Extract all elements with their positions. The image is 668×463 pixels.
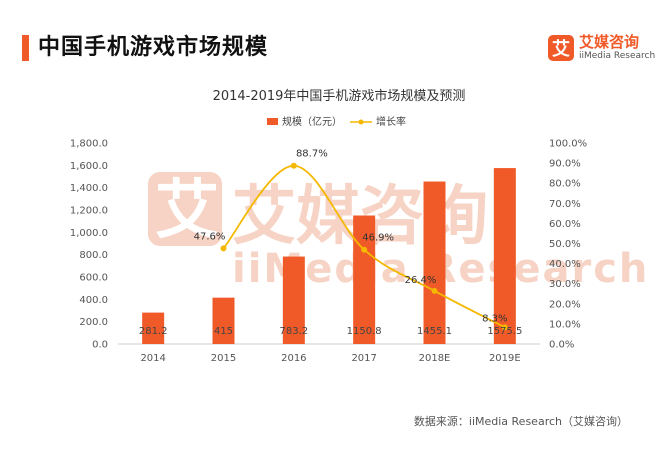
y-left-tick-label: 1,400.0 (70, 183, 108, 194)
y-left-tick-label: 600.0 (79, 273, 108, 284)
y-left-tick-label: 200.0 (79, 317, 108, 328)
y-right-tick-label: 80.0% (549, 179, 581, 190)
y-left-tick-label: 1,000.0 (70, 228, 108, 239)
bar-value-label: 1150.8 (347, 326, 382, 337)
bar (493, 168, 516, 344)
y-left-tick-label: 1,200.0 (70, 206, 108, 217)
bar (212, 297, 235, 344)
y-right-tick-label: 10.0% (549, 319, 581, 330)
growth-point (361, 246, 368, 253)
y-right-tick-label: 30.0% (549, 279, 581, 290)
bar (142, 312, 165, 344)
growth-value-label: 46.9% (362, 233, 394, 244)
y-right-tick-label: 100.0% (549, 139, 587, 150)
source-note: 数据来源：iiMedia Research（艾媒咨询） (413, 415, 628, 428)
growth-point (431, 287, 438, 294)
y-right-tick-label: 0.0% (549, 340, 574, 351)
y-left-tick-label: 1,800.0 (70, 139, 108, 150)
y-right-tick-label: 20.0% (549, 299, 581, 310)
legend: 规模（亿元） 增长率 (267, 115, 406, 128)
growth-value-label: 47.6% (194, 231, 226, 242)
bar (282, 256, 305, 344)
x-tick-label: 2018E (419, 353, 451, 364)
y-left-tick-label: 1,600.0 (70, 161, 108, 172)
logo-name-en: iiMedia Research (579, 51, 656, 61)
y-axis-left: 0.0 200.0 400.0 600.0 800.0 1,000.0 1,200.0 1,4… (70, 139, 108, 351)
page-title: 中国手机游戏市场规模 (38, 35, 269, 60)
growth-point (220, 245, 227, 252)
growth-point (501, 324, 508, 331)
x-axis: 2014 2015 2016 2017 2018E 2019E (140, 353, 520, 364)
y-right-tick-label: 50.0% (549, 239, 581, 250)
logo-text: 艾媒咨询 iiMedia Research (579, 34, 655, 62)
legend-line-marker (358, 119, 364, 125)
x-tick-label: 2014 (140, 353, 165, 364)
growth-line (222, 164, 506, 329)
bar-value-label: 783.2 (280, 326, 309, 337)
y-left-tick-label: 800.0 (79, 250, 108, 261)
bar-value-label: 1575.5 (487, 326, 522, 337)
y-right-tick-label: 40.0% (549, 259, 581, 270)
x-tick-label: 2015 (211, 353, 236, 364)
bar-value-label: 415 (214, 326, 233, 337)
x-tick-label: 2016 (281, 353, 306, 364)
bar-value-label: 281.2 (139, 326, 168, 337)
growth-value-label: 8.3% (482, 313, 507, 324)
y-left-tick-label: 0.0 (92, 340, 108, 351)
chart-title: 2014-2019年中国手机游戏市场规模及预测 (213, 88, 466, 104)
growth-point (290, 162, 297, 169)
brand-logo: 艾 艾媒咨询 iiMedia Research (548, 34, 655, 62)
x-tick-label: 2019E (489, 353, 521, 364)
bar-data-labels: 281.2 415 783.2 1150.8 1455.1 1575.5 (139, 326, 522, 337)
y-axis-right: 0.0% 10.0% 20.0% 30.0% 40.0% 50.0% 60.0% 70.0% 8… (549, 139, 587, 351)
bar (423, 181, 446, 344)
y-right-tick-label: 70.0% (549, 199, 581, 210)
growth-line-series: 47.6% 88.7% 46.9% 26.4% 8.3% (194, 149, 508, 331)
title-accent-bar (22, 35, 29, 61)
legend-bar-label: 规模（亿元） (282, 115, 342, 128)
x-tick-label: 2017 (351, 353, 376, 364)
growth-value-label: 26.4% (405, 275, 437, 286)
y-left-tick-label: 400.0 (79, 295, 108, 306)
growth-value-label: 88.7% (296, 149, 328, 160)
y-right-tick-label: 90.0% (549, 159, 581, 170)
watermark-logo-glyph: 艾 (155, 174, 219, 248)
logo-name-cn: 艾媒咨询 (579, 33, 640, 51)
watermark-logo-icon (148, 172, 222, 246)
bar-series (142, 168, 516, 344)
y-right-tick-label: 60.0% (549, 219, 581, 230)
bar-value-label: 1455.1 (417, 326, 452, 337)
logo-mark-icon: 艾 (548, 35, 574, 61)
legend-line-label: 增长率 (376, 115, 406, 128)
bar (353, 215, 376, 344)
legend-bar-swatch (267, 118, 278, 125)
